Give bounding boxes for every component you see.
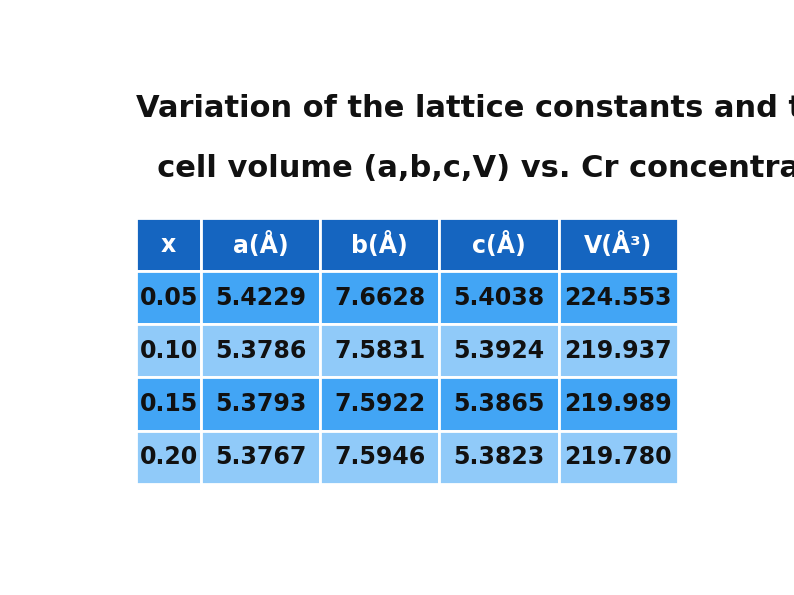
Text: x: x (161, 233, 176, 256)
Text: 5.4229: 5.4229 (215, 286, 306, 310)
Bar (201, 324, 320, 377)
Bar (201, 271, 320, 324)
Text: 7.6628: 7.6628 (334, 286, 426, 310)
Text: 5.3767: 5.3767 (215, 445, 306, 469)
Bar (201, 377, 320, 431)
Text: 0.10: 0.10 (140, 339, 198, 363)
Text: V(Å³): V(Å³) (584, 231, 652, 258)
Bar (558, 431, 677, 484)
Text: Variation of the lattice constants and the unit: Variation of the lattice constants and t… (137, 94, 794, 123)
Text: 7.5946: 7.5946 (334, 445, 426, 469)
Bar (439, 271, 558, 324)
Bar (439, 377, 558, 431)
Text: 224.553: 224.553 (565, 286, 672, 310)
Text: 219.937: 219.937 (565, 339, 672, 363)
Text: cell volume (a,b,c,V) vs. Cr concentration x: cell volume (a,b,c,V) vs. Cr concentrati… (137, 154, 794, 183)
Bar (137, 431, 201, 484)
Bar (320, 377, 439, 431)
Text: 219.780: 219.780 (565, 445, 672, 469)
Bar (558, 377, 677, 431)
Bar (320, 431, 439, 484)
Text: c(Å): c(Å) (472, 231, 526, 258)
Text: 219.989: 219.989 (565, 392, 672, 416)
Text: 5.3786: 5.3786 (215, 339, 306, 363)
Bar (137, 271, 201, 324)
Text: 5.3865: 5.3865 (453, 392, 545, 416)
Text: 0.05: 0.05 (140, 286, 198, 310)
Text: 0.20: 0.20 (140, 445, 198, 469)
Bar (439, 218, 558, 271)
Text: a(Å): a(Å) (233, 231, 288, 258)
Text: 7.5831: 7.5831 (334, 339, 426, 363)
Bar (439, 431, 558, 484)
Text: 5.3924: 5.3924 (453, 339, 545, 363)
Bar (137, 377, 201, 431)
Text: 5.4038: 5.4038 (453, 286, 545, 310)
Bar (558, 271, 677, 324)
Text: 0.15: 0.15 (140, 392, 198, 416)
Bar (201, 431, 320, 484)
Bar (558, 218, 677, 271)
Bar (320, 271, 439, 324)
Bar (320, 324, 439, 377)
Bar (439, 324, 558, 377)
Bar (137, 324, 201, 377)
Bar (558, 324, 677, 377)
Text: b(Å): b(Å) (352, 231, 408, 258)
Text: 5.3823: 5.3823 (453, 445, 545, 469)
Bar (201, 218, 320, 271)
Text: 5.3793: 5.3793 (215, 392, 306, 416)
Text: 7.5922: 7.5922 (334, 392, 426, 416)
Bar (320, 218, 439, 271)
Bar (137, 218, 201, 271)
